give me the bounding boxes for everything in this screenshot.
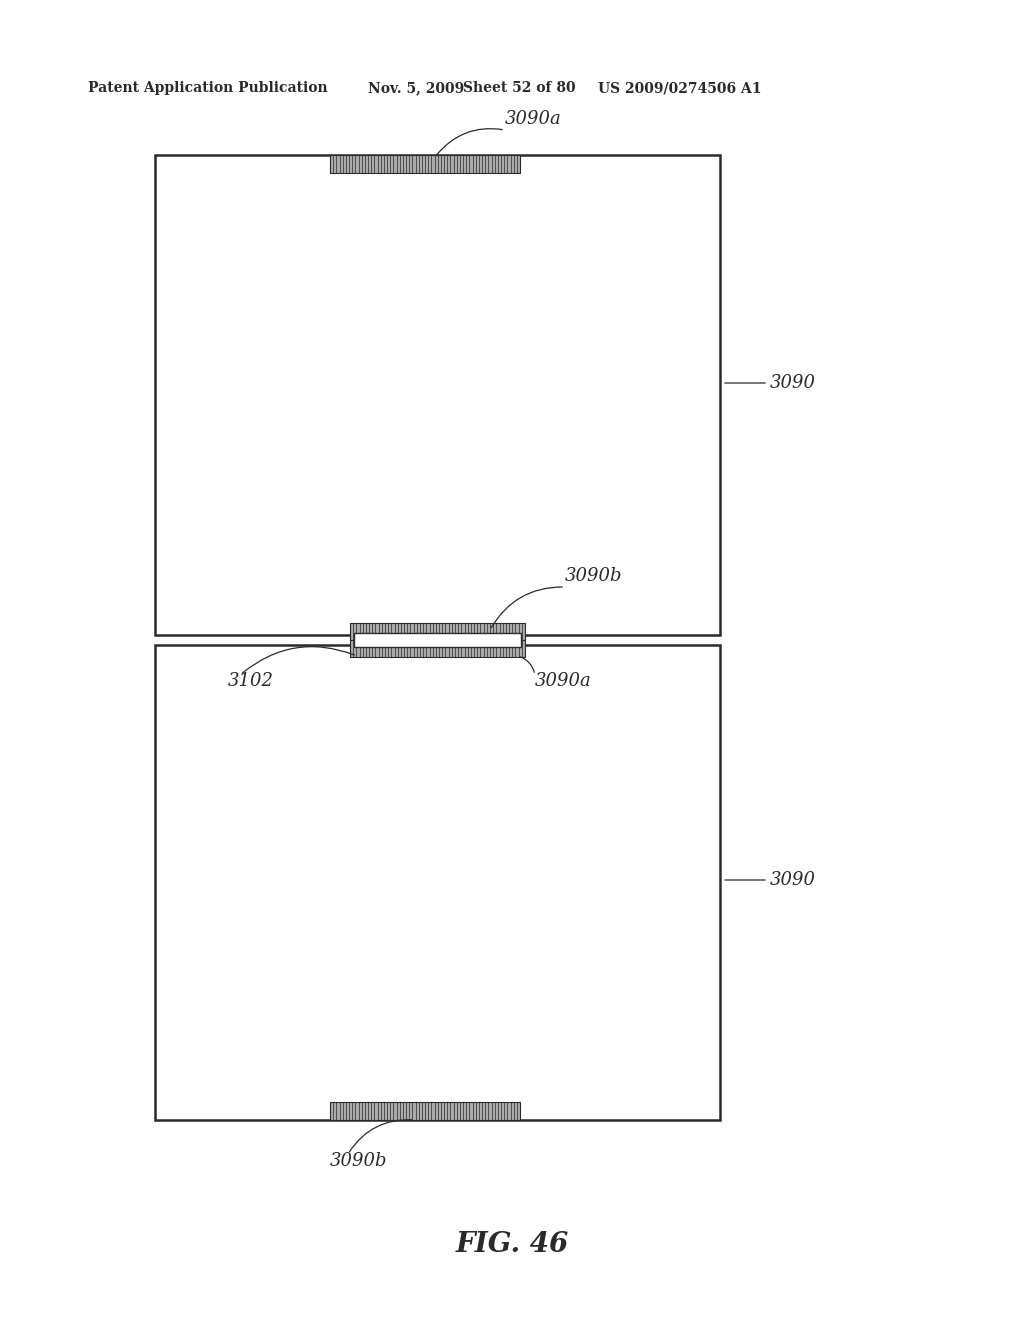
Text: 3090: 3090 — [770, 871, 816, 888]
Text: US 2009/0274506 A1: US 2009/0274506 A1 — [598, 81, 762, 95]
Text: Sheet 52 of 80: Sheet 52 of 80 — [463, 81, 575, 95]
Bar — [354, 634, 521, 647]
Bar — [350, 640, 525, 657]
Bar — [155, 154, 720, 635]
Text: Patent Application Publication: Patent Application Publication — [88, 81, 328, 95]
Text: FIG. 46: FIG. 46 — [456, 1232, 568, 1258]
Text: 3090b: 3090b — [565, 568, 623, 585]
Text: 3102: 3102 — [228, 672, 274, 690]
Text: 3090a: 3090a — [535, 672, 592, 690]
Text: 3090b: 3090b — [330, 1152, 387, 1170]
Bar — [155, 645, 720, 1119]
Bar — [350, 623, 525, 640]
Bar — [330, 154, 520, 173]
Text: 3090: 3090 — [770, 374, 816, 392]
Text: Nov. 5, 2009: Nov. 5, 2009 — [368, 81, 464, 95]
Bar — [330, 1102, 520, 1119]
Text: 3090a: 3090a — [505, 110, 562, 128]
